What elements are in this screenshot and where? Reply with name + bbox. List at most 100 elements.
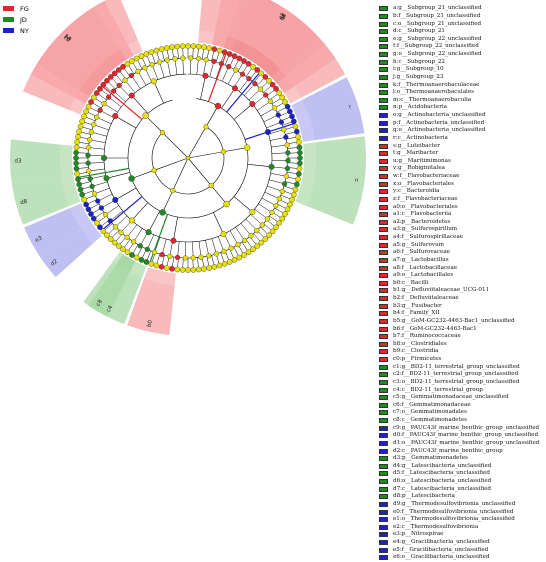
node (103, 212, 108, 217)
taxon-label: o__Lactobacillales (402, 272, 453, 279)
taxon-legend-item: e6: o__Gracilibacteria_unclassified (379, 554, 545, 562)
taxon-code: e1 (393, 516, 400, 523)
node (81, 197, 86, 202)
taxon-label: g__Gemmatimonadaceae_unclassified (402, 394, 509, 401)
node (164, 45, 169, 50)
taxon-label: g__Subgroup_23 (397, 74, 444, 81)
node (165, 58, 170, 63)
node (152, 250, 157, 255)
taxon-swatch (379, 75, 388, 80)
taxon-label: g__Fusibacter (402, 303, 442, 310)
taxon-label: f__Gracilibacteria_unclassified (402, 547, 488, 554)
taxon-legend-item: t: g__Maribacter (379, 150, 545, 158)
node (144, 259, 149, 264)
taxon-swatch (379, 525, 388, 530)
node (106, 95, 111, 100)
node (74, 166, 79, 171)
taxon-swatch (379, 380, 388, 385)
node (293, 187, 298, 192)
node (206, 253, 211, 258)
taxon-code: c9 (393, 425, 400, 432)
taxon-legend-item: d3: p__Gemmatimonadetes (379, 455, 545, 463)
taxon-swatch (379, 159, 388, 164)
node (214, 251, 219, 256)
taxon-label: o__Thermodesulfovibrionia_unclassified (402, 516, 515, 523)
taxon-label: o__Gracilibacteria_unclassified (402, 554, 490, 561)
taxon-code: a8 (393, 265, 400, 272)
node (160, 252, 165, 257)
node (269, 210, 274, 215)
taxon-swatch (379, 136, 388, 141)
node (139, 257, 144, 262)
branch (154, 81, 164, 103)
taxon-code: e0 (393, 509, 400, 516)
node (232, 257, 237, 262)
taxon-swatch (379, 128, 388, 133)
branch (188, 158, 211, 186)
node (75, 134, 80, 139)
taxon-legend-item: a3: g__Sulfurospirillum (379, 226, 545, 234)
node (273, 203, 278, 208)
node (209, 183, 214, 188)
group-legend: FG JD NY (3, 3, 29, 36)
taxon-label: g__Subgroup_22_unclassified (398, 36, 481, 43)
taxon-swatch (379, 304, 388, 309)
taxon-label: o__PAUC43f_marine_benthic_group_unclassi… (402, 440, 539, 447)
taxon-label: o__Actinobacteria_unclassified (398, 127, 485, 134)
taxon-swatch (379, 471, 388, 476)
node (297, 155, 302, 160)
taxon-label: g__Luteibacter (398, 143, 440, 150)
branch (163, 191, 173, 213)
node (282, 181, 287, 186)
taxon-code: d8 (393, 493, 400, 500)
taxon-legend-item: u: g__Maritimimonas (379, 158, 545, 166)
node (265, 129, 271, 135)
taxon-swatch (379, 60, 388, 65)
node (129, 73, 134, 78)
node (221, 231, 227, 237)
taxon-code: b0 (393, 280, 400, 287)
taxon-label: g__Maritimimonas (399, 158, 451, 165)
taxon-legend-item: d4: g__Latescibacteria_unclassified (379, 463, 545, 471)
taxon-legend-item: c1: g__BD2-11_terrestrial_group_unclassi… (379, 363, 545, 371)
node (78, 124, 83, 129)
node (201, 45, 206, 50)
node (144, 51, 149, 56)
node (151, 78, 157, 84)
node (232, 86, 238, 92)
node (222, 261, 227, 266)
taxon-label: g__Gracilibacteria_unclassified (402, 539, 490, 546)
taxon-swatch (379, 410, 388, 415)
taxon-code: a6 (393, 249, 400, 256)
taxon-swatch (379, 548, 388, 553)
taxon-code: d0 (393, 432, 400, 439)
node (94, 220, 99, 225)
taxon-swatch (379, 83, 388, 88)
node (84, 109, 89, 114)
node (112, 113, 118, 119)
node (92, 191, 97, 196)
taxon-legend-item: o: g__Actinobacteria_unclassified (379, 112, 545, 120)
taxon-swatch (379, 235, 388, 240)
taxon-legend-item: e1: o__Thermodesulfovibrionia_unclassifi… (379, 516, 545, 524)
node (88, 211, 93, 216)
taxon-label: g__Robiginitalea (398, 165, 445, 172)
taxon-swatch (379, 182, 388, 187)
taxon-label: o__Flavobacteriales (398, 181, 454, 188)
taxon-swatch (379, 258, 388, 263)
taxon-label: f__BD2-11_terrestrial_group_unclassified (402, 371, 519, 378)
taxon-swatch (379, 441, 388, 446)
taxon-swatch (379, 288, 388, 293)
node (260, 223, 265, 228)
taxon-label: c__BD2-11_terrestrial_group (402, 387, 483, 394)
taxon-label: f__Sulfurovaceae (402, 249, 450, 256)
node (212, 264, 217, 269)
node (211, 59, 216, 64)
taxon-code: e5 (393, 547, 400, 554)
node (250, 101, 256, 107)
node (277, 220, 282, 225)
legend-item-fg: FG (3, 3, 29, 14)
node (272, 106, 277, 111)
node (203, 73, 209, 79)
node (173, 56, 178, 61)
